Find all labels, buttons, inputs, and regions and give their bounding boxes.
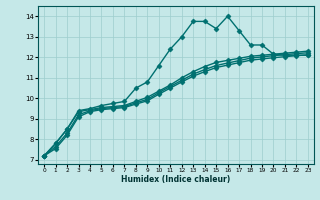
X-axis label: Humidex (Indice chaleur): Humidex (Indice chaleur) [121, 175, 231, 184]
